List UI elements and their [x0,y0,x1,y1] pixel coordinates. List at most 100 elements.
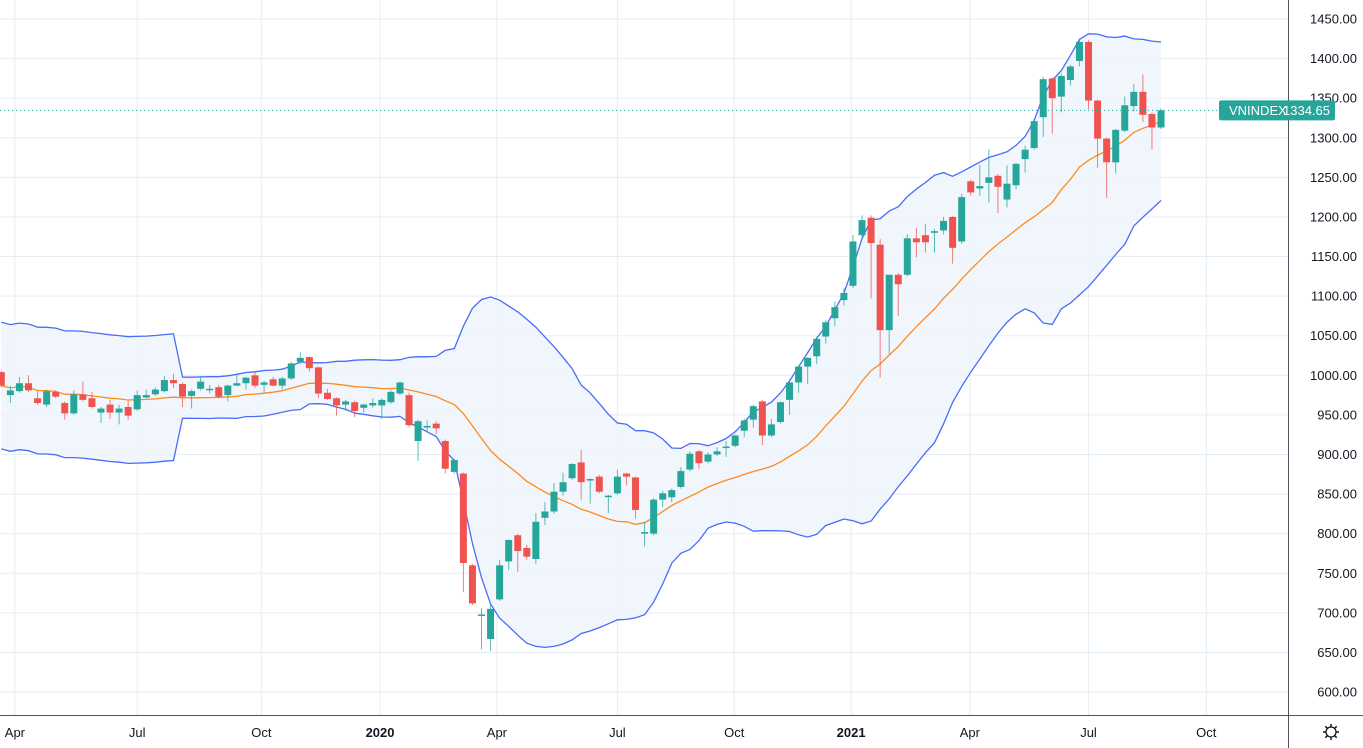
time-axis-labels: Apr Jul Oct 2020 Apr Jul Oct 2021 Apr Jul Oct [5,725,1217,740]
candle [496,559,504,601]
candle [487,603,495,651]
lower-band [1,200,1162,649]
candle-body [632,477,640,510]
last-price-value: 1334.65 [1283,103,1330,118]
candle [568,463,576,480]
candle [215,384,223,399]
candle [1094,99,1102,168]
candle-body [441,441,449,469]
candle [931,228,938,253]
time-tick-label: Apr [960,725,981,740]
candle-body [568,463,576,479]
candle [25,375,32,392]
candle [677,467,685,489]
candle-body [985,177,993,183]
candle [1103,137,1111,198]
candle [287,361,295,381]
candle-body [894,274,902,285]
candle-body [323,392,331,400]
candle [795,365,803,393]
candle [831,301,839,327]
band-fill [1,33,1161,648]
candle [323,388,331,400]
candle-body [731,435,739,446]
gear-icon[interactable] [1323,724,1339,740]
candle [695,449,703,469]
price-axis[interactable] [1288,0,1363,748]
candle [115,404,123,425]
time-tick-label: Jul [609,725,626,740]
candle-body [949,216,957,248]
candle [505,539,513,571]
candle-body [903,238,911,275]
candle [559,472,567,496]
candle [0,370,5,388]
upper-band [1,33,1162,450]
candle [15,376,23,393]
candle-body [532,521,540,560]
candle-body [668,490,676,498]
candle [169,373,177,388]
candle-body [1012,163,1020,186]
candle [197,376,205,391]
candle [188,389,196,409]
candle-body [1130,91,1138,107]
candle [613,469,621,495]
candle-body [1157,110,1165,128]
candle-body [378,399,386,406]
candle [632,476,640,519]
candle-body [305,357,313,369]
candle [985,149,993,203]
candle [79,381,87,402]
candle [106,399,114,419]
candle-body [233,383,241,386]
candle-body [550,491,558,512]
candle-body [52,391,60,397]
candle [586,478,594,504]
candle-body [142,395,150,398]
candle-body [749,406,757,420]
time-axis[interactable] [0,715,1288,748]
candle [450,459,458,474]
candle [233,375,241,387]
candle-body [958,197,966,242]
candle-body [124,406,132,416]
candle [1085,40,1093,110]
candle [351,400,359,418]
candle [97,406,105,423]
candle [224,384,232,402]
time-tick-label: Jul [129,725,146,740]
candle-body [650,499,658,534]
candle [1003,165,1011,208]
candle-body [577,462,585,483]
candle-body [840,292,848,301]
candle-body [188,391,196,396]
time-tick-label: 2020 [366,725,395,740]
candle-body [1021,149,1029,160]
candle-body [876,244,884,331]
candle-body [976,186,984,189]
price-tick-label: 750.00 [1317,566,1357,581]
candle-body [849,241,857,286]
candle-body [1057,76,1065,97]
candle [441,439,449,474]
candle [994,174,1002,213]
candle-body [333,398,341,406]
candle-body [1039,79,1047,118]
candle-body [822,322,830,337]
candle [595,475,603,494]
candle [758,399,766,445]
candle [206,384,214,394]
candle [976,164,984,196]
candle-body [468,565,476,604]
candle [1048,77,1056,134]
candle-body [61,403,69,414]
time-tick-label: 2021 [837,725,866,740]
candle-body [160,380,168,392]
candle-body [641,532,649,534]
candle [731,434,739,448]
candle-body [559,482,567,492]
candle-body [6,390,14,396]
candle [1112,129,1120,174]
